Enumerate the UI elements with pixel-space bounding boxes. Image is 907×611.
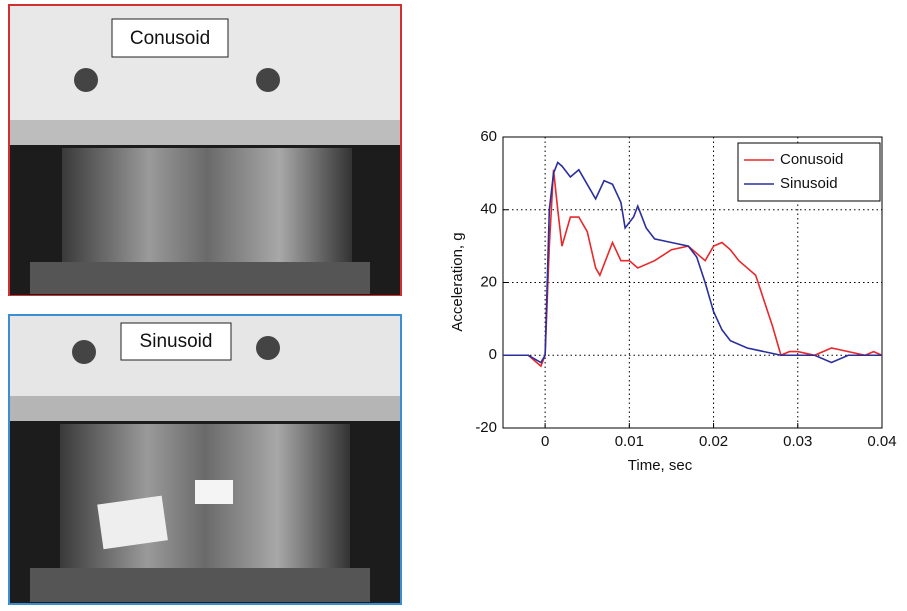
figure: Conusoid Sinusoid Time, sec Acceleration… [0, 0, 907, 606]
photo-label: Conusoid [130, 28, 210, 49]
x-tick-label: 0.02 [699, 433, 728, 450]
y-tick-label: 40 [480, 201, 497, 218]
x-tick-label: 0.04 [867, 433, 896, 450]
y-tick-label: 60 [480, 128, 497, 145]
chart: Time, sec Acceleration, g 0 0.01 0.02 0.03 0… [449, 128, 897, 474]
x-tick-label: 0.03 [783, 433, 812, 450]
legend-label: Sinusoid [780, 175, 838, 192]
y-tick-label: 0 [489, 346, 497, 363]
y-tick-label: 20 [480, 273, 497, 290]
photo-sinusoid: Sinusoid [9, 315, 401, 604]
x-axis-label: Time, sec [628, 457, 693, 474]
y-axis-label: Acceleration, g [449, 232, 466, 331]
legend-label: Conusoid [780, 151, 843, 168]
photo-conusoid: Conusoid [9, 5, 401, 295]
y-tick-label: -20 [475, 419, 497, 436]
photo-label: Sinusoid [140, 331, 213, 352]
x-tick-label: 0.01 [615, 433, 644, 450]
x-tick-label: 0 [541, 433, 549, 450]
